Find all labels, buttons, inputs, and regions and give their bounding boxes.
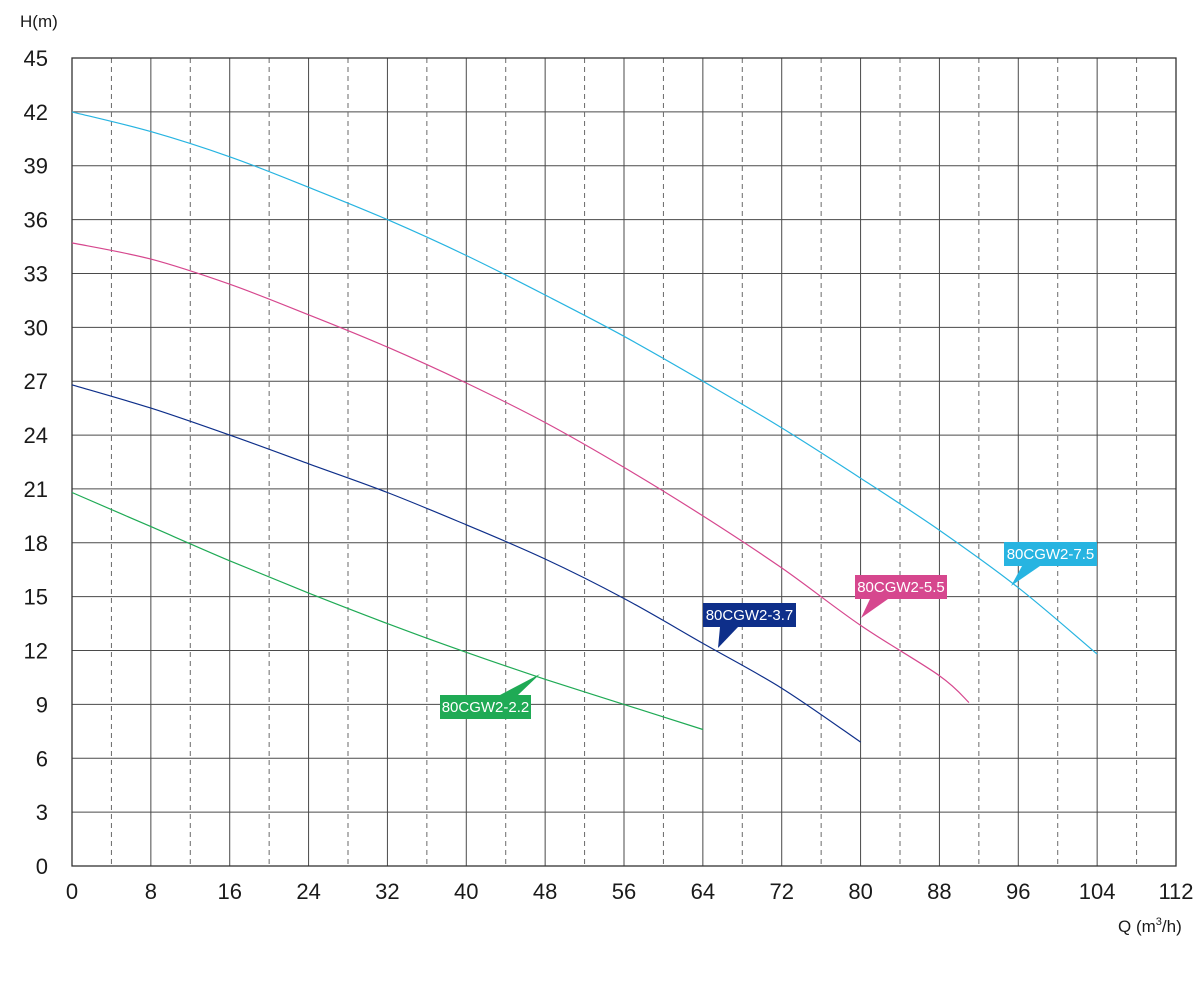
x-tick-label: 88 bbox=[927, 879, 951, 904]
label-pointer bbox=[1011, 566, 1040, 586]
x-axis-title-prefix: Q (m bbox=[1118, 917, 1156, 936]
y-tick-label: 3 bbox=[36, 800, 48, 825]
x-tick-label: 24 bbox=[296, 879, 320, 904]
label-box bbox=[1004, 542, 1097, 566]
label-pointer bbox=[500, 674, 540, 695]
series-line bbox=[71, 491, 704, 731]
series-label-text: 80CGW2-3.7 bbox=[706, 607, 794, 624]
y-tick-label: 30 bbox=[24, 315, 48, 340]
series-label-tag: 80CGW2-5.5 bbox=[855, 575, 947, 618]
plot-frame bbox=[71, 57, 1177, 867]
x-tick-label: 40 bbox=[454, 879, 478, 904]
x-axis-title-sup: 3 bbox=[1156, 916, 1162, 928]
grid bbox=[71, 57, 1177, 867]
label-pointer bbox=[718, 627, 738, 648]
series-label-tag: 80CGW2-2.2 bbox=[440, 674, 540, 719]
x-tick-label: 56 bbox=[612, 879, 636, 904]
x-tick-label: 16 bbox=[217, 879, 241, 904]
series-line bbox=[71, 242, 970, 704]
y-tick-label: 33 bbox=[24, 261, 48, 286]
label-box bbox=[855, 575, 947, 599]
y-tick-label: 18 bbox=[24, 531, 48, 556]
y-tick-label: 9 bbox=[36, 692, 48, 717]
x-tick-label: 48 bbox=[533, 879, 557, 904]
y-tick-label: 39 bbox=[24, 154, 48, 179]
y-tick-label: 24 bbox=[24, 423, 48, 448]
x-tick-label: 80 bbox=[848, 879, 872, 904]
x-tick-label: 96 bbox=[1006, 879, 1030, 904]
x-tick-label: 8 bbox=[145, 879, 157, 904]
y-tick-label: 27 bbox=[24, 369, 48, 394]
series-line bbox=[71, 384, 861, 743]
y-tick-label: 6 bbox=[36, 746, 48, 771]
x-tick-label: 112 bbox=[1158, 879, 1193, 904]
series-label-text: 80CGW2-7.5 bbox=[1007, 546, 1095, 563]
y-tick-label: 12 bbox=[24, 639, 48, 664]
y-tick-label: 0 bbox=[36, 854, 48, 879]
x-axis-title-suffix: /h) bbox=[1162, 917, 1182, 936]
y-tick-label: 45 bbox=[24, 46, 48, 71]
series-lines bbox=[71, 111, 1098, 743]
label-box bbox=[440, 695, 531, 719]
x-tick-label: 0 bbox=[66, 879, 78, 904]
x-tick-label: 64 bbox=[691, 879, 715, 904]
x-axis-title: Q (m3/h) bbox=[1118, 916, 1182, 936]
series-label-tag: 80CGW2-3.7 bbox=[703, 603, 796, 648]
series-label-tag: 80CGW2-7.5 bbox=[1004, 542, 1097, 586]
series-line bbox=[71, 111, 1098, 655]
label-box bbox=[703, 603, 796, 627]
x-tick-label: 72 bbox=[769, 879, 793, 904]
x-tick-label: 104 bbox=[1079, 879, 1116, 904]
y-tick-label: 21 bbox=[24, 477, 48, 502]
y-tick-label: 36 bbox=[24, 208, 48, 233]
x-tick-label: 32 bbox=[375, 879, 399, 904]
y-tick-label: 42 bbox=[24, 100, 48, 125]
series-label-text: 80CGW2-5.5 bbox=[857, 579, 945, 596]
label-pointer bbox=[861, 599, 888, 618]
y-axis-title: H(m) bbox=[20, 12, 58, 31]
y-tick-label: 15 bbox=[24, 585, 48, 610]
series-label-text: 80CGW2-2.2 bbox=[442, 699, 530, 716]
series-labels: 80CGW2-2.2 80CGW2-3.7 80CGW2-5.5 80CGW2-7.5 bbox=[440, 542, 1097, 719]
